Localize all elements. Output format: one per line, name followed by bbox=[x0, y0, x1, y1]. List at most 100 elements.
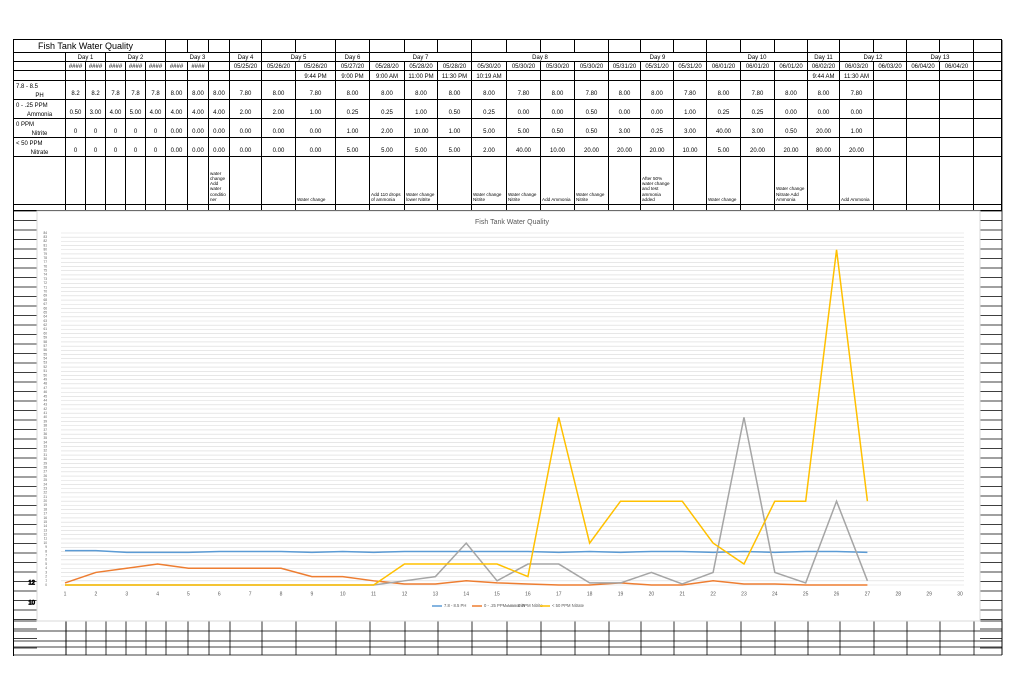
value-cell: 20.00 bbox=[575, 138, 609, 157]
y-tick-label: 42 bbox=[43, 407, 47, 411]
value-cell: 8.00 bbox=[188, 81, 209, 100]
cell bbox=[707, 40, 741, 53]
value-cell: 8.00 bbox=[541, 81, 575, 100]
x-tick-label: 8 bbox=[280, 591, 283, 597]
date-cell: #### bbox=[146, 62, 166, 71]
note-cell bbox=[674, 157, 707, 205]
x-tick-label: 27 bbox=[865, 591, 871, 597]
cell bbox=[907, 40, 940, 53]
y-tick-label: 78 bbox=[43, 256, 47, 260]
note-cell bbox=[974, 157, 1002, 205]
x-tick-label: 10 bbox=[340, 591, 346, 597]
y-tick-label: 51 bbox=[43, 369, 47, 373]
y-tick-label: 62 bbox=[43, 323, 47, 327]
value-cell: 5.00 bbox=[370, 138, 405, 157]
value-cell: 8.00 bbox=[405, 81, 438, 100]
x-tick-label: 26 bbox=[834, 591, 840, 597]
y-tick-label: 35 bbox=[43, 436, 47, 440]
y-tick-label: 44 bbox=[43, 398, 47, 402]
legend-label: 7.8 - 8.5 PH bbox=[444, 603, 466, 608]
metric-label: PH bbox=[14, 90, 66, 100]
date-cell: 06/01/20 bbox=[775, 62, 808, 71]
value-cell: 4.00 bbox=[209, 100, 230, 119]
value-cell: 8.00 bbox=[166, 81, 188, 100]
y-tick-label: 22 bbox=[43, 491, 47, 495]
time-cell: 9:00 AM bbox=[370, 71, 405, 81]
date-cell bbox=[974, 62, 1002, 71]
value-cell: 8.00 bbox=[808, 81, 840, 100]
y-tick-label: 75 bbox=[43, 269, 47, 273]
value-cell: 20.00 bbox=[609, 138, 641, 157]
cell bbox=[974, 53, 1002, 62]
cell bbox=[14, 62, 66, 71]
y-tick-label: 24 bbox=[43, 482, 47, 486]
value-cell: 7.80 bbox=[575, 81, 609, 100]
cell bbox=[741, 40, 775, 53]
value-cell: 0.00 bbox=[230, 119, 262, 138]
cell bbox=[575, 40, 609, 53]
legend-label: 0 - .25 PPM Ammonia bbox=[484, 603, 525, 608]
x-tick-label: 22 bbox=[710, 591, 716, 597]
x-tick-label: 24 bbox=[772, 591, 778, 597]
value-cell: 8.00 bbox=[472, 81, 507, 100]
legend-label: 0 PPM Nitrite bbox=[518, 603, 543, 608]
x-tick-label: 29 bbox=[926, 591, 932, 597]
value-cell: 1.00 bbox=[336, 119, 370, 138]
time-cell bbox=[741, 71, 775, 81]
x-tick-label: 2 bbox=[94, 591, 97, 597]
date-cell: #### bbox=[86, 62, 106, 71]
y-tick-label: 34 bbox=[43, 440, 47, 444]
y-tick-label: 21 bbox=[43, 495, 47, 499]
y-tick-label: 71 bbox=[43, 285, 47, 289]
date-cell: 05/27/20 bbox=[336, 62, 370, 71]
x-tick-label: 11 bbox=[371, 591, 376, 597]
y-tick-label: 39 bbox=[43, 419, 47, 423]
time-cell bbox=[209, 71, 230, 81]
y-tick-label: 50 bbox=[43, 373, 47, 377]
y-tick-label: 19 bbox=[43, 503, 47, 507]
x-tick-label: 20 bbox=[649, 591, 655, 597]
chart-area bbox=[36, 210, 981, 622]
day-label: Day 4 bbox=[230, 53, 262, 62]
value-cell: 1.00 bbox=[840, 119, 874, 138]
value-cell: 8.00 bbox=[262, 81, 296, 100]
y-tick-label: 38 bbox=[43, 424, 47, 428]
date-cell: 06/03/20 bbox=[840, 62, 874, 71]
cell bbox=[296, 40, 336, 53]
date-cell: 06/01/20 bbox=[741, 62, 775, 71]
value-cell bbox=[940, 138, 974, 157]
day-label: Day 9 bbox=[609, 53, 707, 62]
value-cell bbox=[907, 100, 940, 119]
date-cell: 05/30/20 bbox=[575, 62, 609, 71]
value-cell: 2.00 bbox=[370, 119, 405, 138]
y-tick-label: 23 bbox=[43, 486, 47, 490]
metric-label: Nitrite bbox=[14, 128, 66, 138]
value-cell: 0.00 bbox=[166, 119, 188, 138]
value-cell bbox=[874, 138, 907, 157]
value-cell: 20.00 bbox=[840, 138, 874, 157]
value-cell: 0.00 bbox=[296, 119, 336, 138]
y-tick-label: 46 bbox=[43, 390, 47, 394]
value-cell: 0 bbox=[146, 119, 166, 138]
note-cell: Water change Nitrite bbox=[472, 157, 507, 205]
value-cell: 8.00 bbox=[775, 81, 808, 100]
value-cell: 0.00 bbox=[262, 138, 296, 157]
day-label: Day 8 bbox=[472, 53, 609, 62]
series-line bbox=[64, 563, 868, 586]
x-tick-label: 30 bbox=[957, 591, 963, 597]
time-cell bbox=[707, 71, 741, 81]
date-cell: #### bbox=[166, 62, 188, 71]
value-cell: 2.00 bbox=[472, 138, 507, 157]
time-cell bbox=[609, 71, 641, 81]
cell bbox=[14, 71, 66, 81]
value-cell: 4.00 bbox=[106, 100, 126, 119]
note-cell: Add Ammonia bbox=[541, 157, 575, 205]
y-tick-label: 17 bbox=[43, 512, 47, 516]
value-cell: 3.00 bbox=[86, 100, 106, 119]
value-cell: 8.00 bbox=[370, 81, 405, 100]
y-tick-label: 0 bbox=[45, 583, 47, 587]
cell bbox=[472, 40, 507, 53]
value-cell: 7.8 bbox=[106, 81, 126, 100]
cell bbox=[209, 40, 230, 53]
x-tick-label: 16 bbox=[525, 591, 531, 597]
